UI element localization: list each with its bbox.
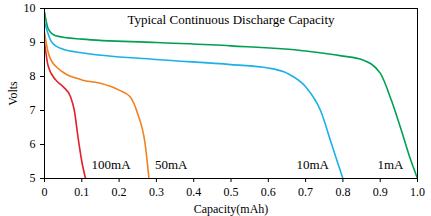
svg-text:1.0: 1.0	[410, 185, 425, 199]
svg-text:0.9: 0.9	[373, 185, 388, 199]
svg-text:9: 9	[30, 35, 36, 49]
svg-text:0.3: 0.3	[149, 185, 164, 199]
svg-text:10: 10	[24, 1, 36, 15]
svg-text:Capacity(mAh): Capacity(mAh)	[194, 202, 269, 216]
svg-text:Typical Continuous Discharge C: Typical Continuous Discharge Capacity	[127, 12, 335, 27]
svg-text:Volts: Volts	[6, 81, 20, 106]
svg-text:0.2: 0.2	[112, 185, 127, 199]
svg-text:0.8: 0.8	[335, 185, 350, 199]
svg-text:0.7: 0.7	[298, 185, 313, 199]
svg-text:0.5: 0.5	[224, 185, 239, 199]
svg-text:0.6: 0.6	[261, 185, 276, 199]
svg-text:7: 7	[30, 103, 36, 117]
svg-text:1mA: 1mA	[378, 157, 405, 172]
svg-text:0.4: 0.4	[186, 185, 201, 199]
svg-text:0: 0	[42, 185, 48, 199]
svg-text:8: 8	[30, 69, 36, 83]
svg-text:100mA: 100mA	[92, 157, 132, 172]
svg-text:5: 5	[30, 171, 36, 185]
svg-text:10mA: 10mA	[296, 157, 329, 172]
svg-text:0.1: 0.1	[74, 185, 89, 199]
svg-text:6: 6	[30, 137, 36, 151]
svg-text:50mA: 50mA	[155, 157, 188, 172]
